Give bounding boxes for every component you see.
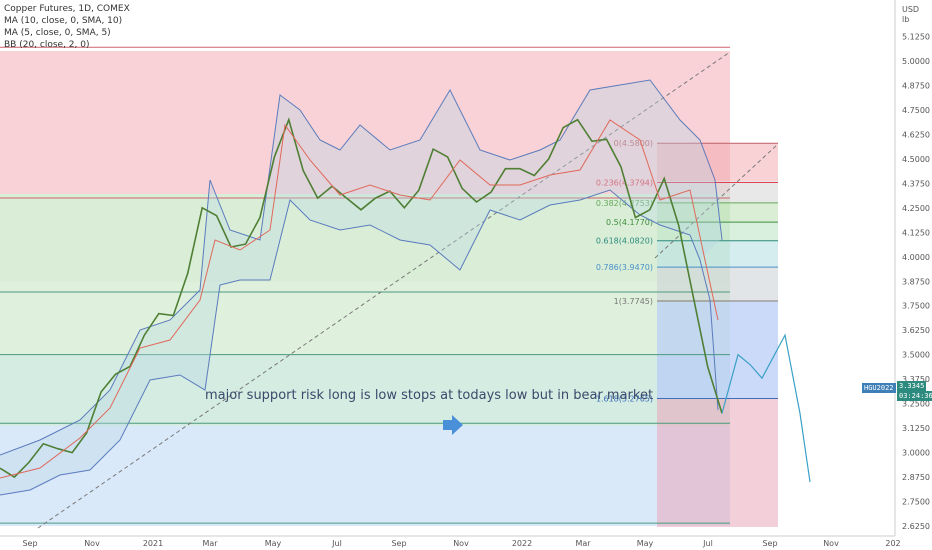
indicator-ma10[interactable]: MA (10, close, 0, SMA, 10) bbox=[4, 16, 123, 26]
x-tick-label: Nov bbox=[823, 539, 839, 548]
y-tick-label: 4.8750 bbox=[902, 81, 930, 90]
y-tick-label: 3.7500 bbox=[902, 302, 930, 311]
y-tick-label: 2.8750 bbox=[902, 473, 930, 482]
axis-unit: lb bbox=[902, 15, 909, 24]
x-tick-label: Mar bbox=[575, 539, 591, 548]
annotation-text: major support risk long is low stops at … bbox=[205, 388, 653, 403]
x-axis-ticks: Sep Nov 2021 Mar May Jul Sep Nov 2022 Mar May Jul Se… bbox=[22, 539, 900, 548]
y-tick-label: 4.6250 bbox=[902, 130, 930, 139]
y-tick-label: 3.5000 bbox=[902, 351, 930, 360]
fib-level-label: 0(4.5800) bbox=[614, 139, 653, 148]
y-tick-label: 3.1250 bbox=[902, 424, 930, 433]
x-tick-label: May bbox=[637, 539, 654, 548]
y-tick-label: 4.5000 bbox=[902, 155, 930, 164]
y-tick-label: 3.2500 bbox=[902, 400, 930, 409]
green-zone-2 bbox=[0, 282, 730, 354]
y-tick-label: 3.6250 bbox=[902, 326, 930, 335]
fib-level-label: 0.5(4.1770) bbox=[606, 218, 653, 227]
y-tick-label: 2.7500 bbox=[902, 498, 930, 507]
arrow-right-icon bbox=[443, 415, 463, 435]
fib-level-label: 1(3.7745) bbox=[614, 297, 653, 306]
bollinger-lower bbox=[0, 189, 719, 496]
x-tick-label: Sep bbox=[391, 539, 406, 548]
y-tick-label: 3.3750 bbox=[902, 375, 930, 384]
y-tick-label: 4.7500 bbox=[902, 106, 930, 115]
current-price-label: 3.3345 bbox=[897, 381, 927, 391]
fib-level-label: 1.618(3.2765) bbox=[596, 394, 653, 403]
x-tick-label: Nov bbox=[84, 539, 100, 548]
indicator-ma5[interactable]: MA (5, close, 0, SMA, 5) bbox=[4, 28, 111, 38]
axis-currency: USD bbox=[902, 5, 919, 14]
y-axis-ticks: 2.6250 2.7500 2.8750 3.0000 3.1250 3.2500 3.37… bbox=[902, 33, 930, 531]
fib-level-label: 0.786(3.9470) bbox=[596, 263, 653, 272]
x-tick-label: 2021 bbox=[143, 539, 163, 548]
countdown-label: 03:24:36 bbox=[897, 391, 932, 401]
y-tick-label: 5.0000 bbox=[902, 57, 930, 66]
chart-title: Copper Futures, 1D, COMEX bbox=[4, 4, 130, 14]
moving-average-line bbox=[0, 119, 719, 479]
y-tick-label: 3.8750 bbox=[902, 277, 930, 286]
price-series-line bbox=[0, 117, 723, 479]
x-tick-label: Mar bbox=[202, 539, 218, 548]
bollinger-upper bbox=[0, 79, 723, 456]
y-tick-label: 3.0000 bbox=[902, 449, 930, 458]
x-tick-label: 202 bbox=[885, 539, 900, 548]
y-tick-label: 5.1250 bbox=[902, 33, 930, 42]
fib-level-label: 0.382(4.2753) bbox=[596, 199, 653, 208]
x-tick-label: May bbox=[265, 539, 282, 548]
blue-zone bbox=[0, 426, 730, 526]
x-tick-label: Sep bbox=[22, 539, 37, 548]
x-tick-label: 2022 bbox=[512, 539, 532, 548]
y-tick-label: 2.6250 bbox=[902, 522, 930, 531]
y-tick-label: 4.2500 bbox=[902, 204, 930, 213]
fib-level-label: 0.618(4.0820) bbox=[596, 237, 653, 246]
y-tick-label: 4.1250 bbox=[902, 228, 930, 237]
y-tick-label: 4.3750 bbox=[902, 179, 930, 188]
x-tick-label: Jul bbox=[331, 539, 342, 548]
x-tick-label: Sep bbox=[762, 539, 777, 548]
projection-line bbox=[721, 333, 811, 482]
bollinger-band-fill bbox=[0, 80, 720, 495]
fib-lines: 0(4.5800) 0.236(4.3794) 0.382(4.2753) 0.5(4… bbox=[596, 139, 778, 403]
x-tick-label: Nov bbox=[453, 539, 469, 548]
symbol-tag: HGU2022 bbox=[862, 383, 896, 393]
indicator-bb[interactable]: BB (20, close, 2, 0) bbox=[4, 40, 90, 50]
y-tick-label: 4.0000 bbox=[902, 253, 930, 262]
fib-level-label: 0.236(4.3794) bbox=[596, 179, 653, 188]
fib-panels bbox=[657, 143, 778, 527]
horizontal-levels bbox=[0, 46, 730, 524]
x-tick-label: Jul bbox=[702, 539, 713, 548]
green-zone bbox=[0, 194, 730, 282]
